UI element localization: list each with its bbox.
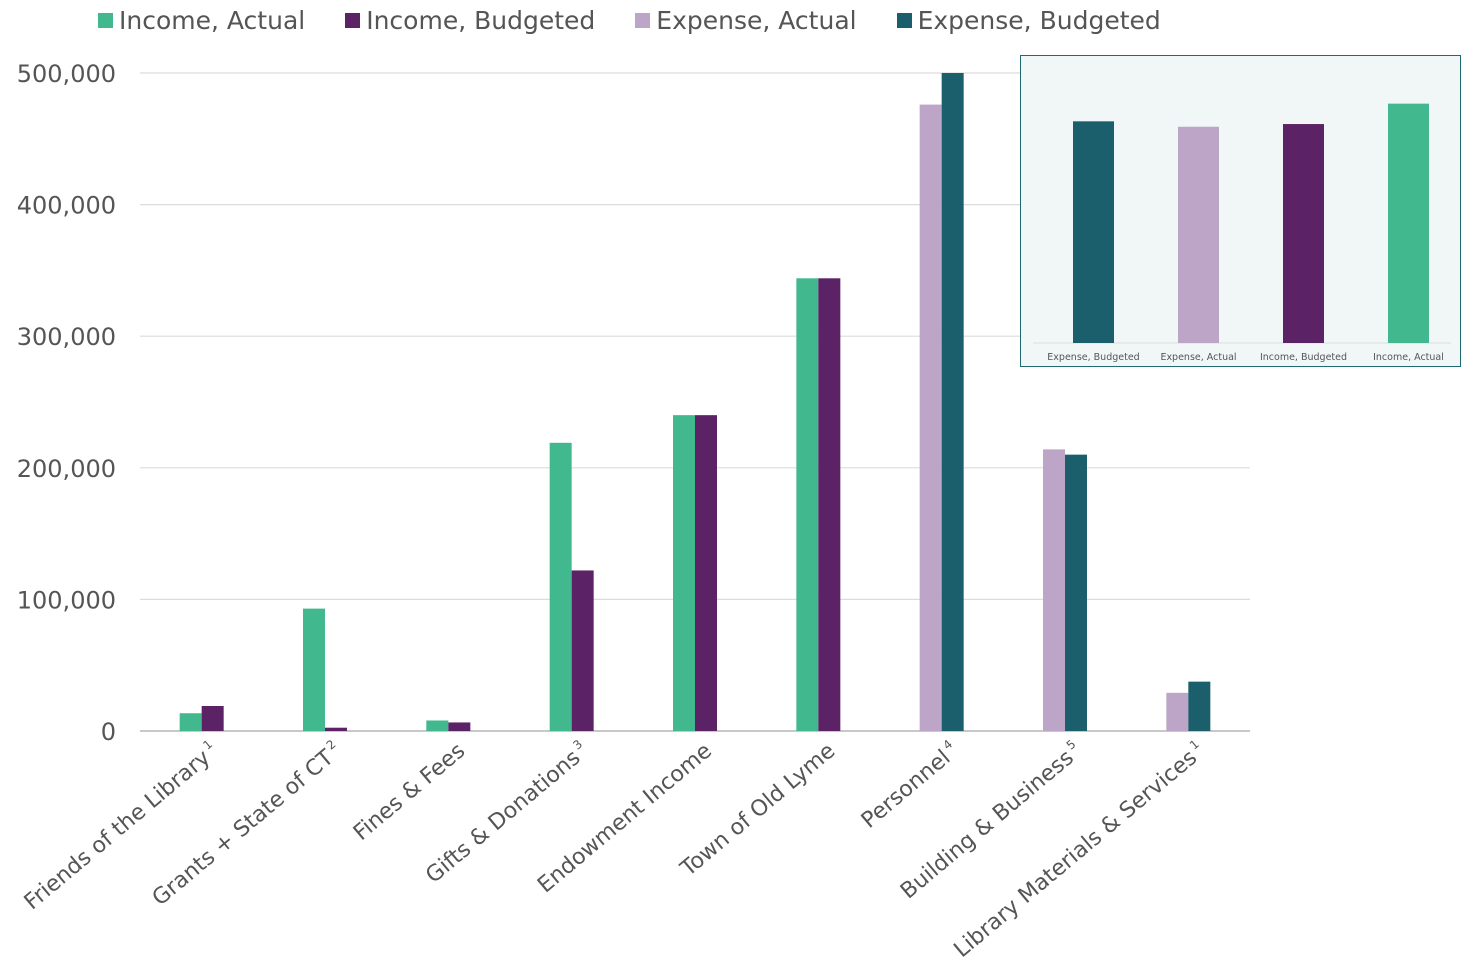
- inset-x-label: Income, Actual: [1373, 352, 1444, 363]
- x-tick-label: Library Materials & Services1: [948, 737, 1210, 963]
- x-tick-label-text: Fines & Fees: [349, 738, 470, 845]
- x-tick-label-group: Grants + State of CT2: [147, 737, 347, 911]
- bar: [325, 727, 347, 731]
- inset-bar: [1073, 121, 1114, 343]
- x-tick-label-text: Library Materials & Services: [950, 745, 1203, 963]
- bar: [201, 705, 224, 731]
- x-tick-label-group: Fines & Fees: [349, 738, 470, 845]
- bar: [818, 278, 841, 731]
- bar: [919, 104, 942, 732]
- x-tick-label: Grants + State of CT2: [147, 737, 347, 911]
- x-tick-label: Friends of the Library1: [18, 737, 223, 915]
- inset-bar: [1178, 126, 1219, 343]
- legend: Income, Actual Income, Budgeted Expense, A…: [98, 6, 1161, 35]
- bar: [1065, 454, 1087, 731]
- bar: [426, 720, 449, 731]
- inset-bar: [1388, 103, 1429, 343]
- x-tick-label-group: Personnel4: [856, 737, 964, 834]
- bar: [1043, 449, 1065, 731]
- y-tick-label: 400,000: [17, 192, 116, 220]
- x-tick-label-group: Library Materials & Services1: [948, 737, 1210, 963]
- legend-item: Expense, Budgeted: [896, 6, 1161, 35]
- y-tick-label: 200,000: [17, 455, 116, 483]
- y-tick-label: 500,000: [17, 60, 116, 88]
- legend-item: Expense, Actual: [635, 6, 857, 35]
- legend-label: Income, Budgeted: [366, 6, 596, 35]
- bar: [303, 608, 325, 731]
- legend-swatch: [345, 13, 361, 28]
- inset-bar: [1283, 124, 1324, 343]
- x-tick-label-group: Friends of the Library1: [18, 737, 223, 915]
- bar: [549, 442, 572, 731]
- x-tick-label: Personnel4: [856, 737, 964, 834]
- y-tick-label: 100,000: [17, 586, 116, 614]
- bar: [941, 73, 964, 731]
- legend-label: Income, Actual: [119, 6, 306, 35]
- x-tick-label: Fines & Fees: [349, 738, 470, 845]
- legend-label: Expense, Budgeted: [917, 6, 1161, 35]
- totals-inset-chart: Expense, Budgeted Expense, Actual Income, …: [1020, 55, 1461, 367]
- bar: [695, 415, 717, 731]
- bar: [1166, 692, 1189, 731]
- legend-item: Income, Actual: [98, 6, 305, 35]
- y-tick-label: 300,000: [17, 323, 116, 351]
- inset-bar-chart: Expense, Budgeted Expense, Actual Income, …: [1033, 103, 1451, 363]
- bar: [179, 713, 202, 731]
- bar: [571, 570, 594, 731]
- legend-swatch: [896, 13, 912, 28]
- legend-item: Income, Budgeted: [345, 6, 595, 35]
- inset-x-label: Income, Budgeted: [1260, 352, 1347, 363]
- x-tick-label-text: Personnel: [857, 745, 955, 833]
- legend-label: Expense, Actual: [656, 6, 857, 35]
- bar: [673, 415, 695, 731]
- y-tick-label: 0: [101, 718, 116, 746]
- bar: [448, 722, 471, 731]
- bar: [796, 278, 819, 731]
- legend-swatch: [635, 13, 651, 28]
- inset-x-label: Expense, Budgeted: [1047, 352, 1139, 363]
- legend-swatch: [98, 13, 113, 28]
- inset-x-label: Expense, Actual: [1160, 352, 1236, 363]
- bar: [1188, 681, 1211, 731]
